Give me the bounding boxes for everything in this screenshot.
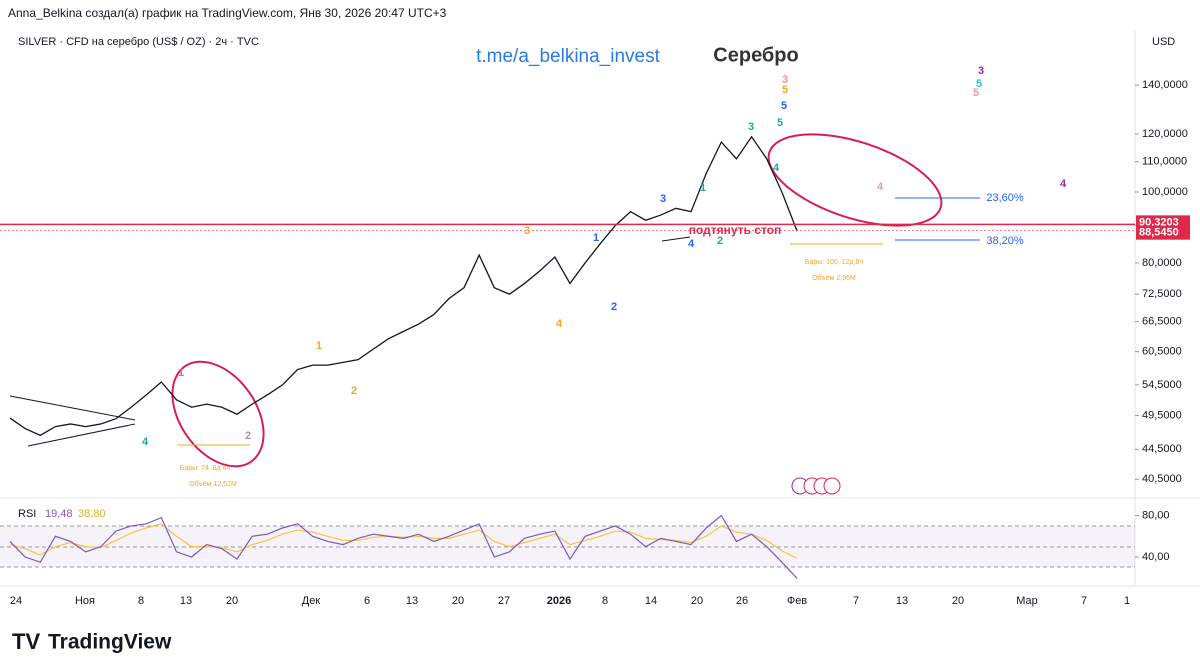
- y-tick-label: 100,0000: [1142, 186, 1188, 198]
- ellipse: [171, 360, 265, 468]
- x-tick-label: 6: [364, 595, 370, 607]
- x-tick-label: 2026: [547, 595, 571, 607]
- x-tick-label: 20: [952, 595, 964, 607]
- x-tick-label: 13: [406, 595, 418, 607]
- annotation: 5: [782, 84, 788, 96]
- annotation: 2: [351, 385, 357, 397]
- logo: TV: [12, 629, 40, 654]
- x-tick-label: 24: [10, 595, 22, 607]
- y-tick-label: 140,0000: [1142, 79, 1188, 91]
- rsi-name: RSI: [18, 508, 36, 520]
- annotation: 2: [245, 430, 251, 442]
- y-tick-label: 49,5000: [1142, 409, 1182, 421]
- annotation: 5: [973, 87, 979, 99]
- x-tick-label: 13: [896, 595, 908, 607]
- x-tick-label: 8: [138, 595, 144, 607]
- annotation: 23,60%: [986, 192, 1024, 204]
- annotation: Объём 2,96М: [812, 274, 856, 282]
- price-label-box: [1136, 225, 1190, 240]
- annotation: 5: [976, 78, 982, 90]
- annotation: 1: [700, 182, 706, 194]
- annotation: 5: [781, 100, 787, 112]
- annotation: 3: [748, 121, 754, 133]
- logo-text: TradingView: [48, 631, 172, 654]
- y-tick-label: 60,5000: [1142, 346, 1182, 358]
- annotation: Бары: 74, 8д 4ч: [180, 465, 231, 472]
- annotation: 4: [773, 162, 780, 174]
- annotation: 4: [142, 436, 149, 448]
- rsi-signal-value: 38,80: [78, 508, 106, 520]
- y-tick-label: 40,5000: [1142, 473, 1182, 485]
- trendline: [661, 236, 691, 242]
- symbol: SILVER · CFD на серебро (US$ / OZ) · 2ч …: [18, 36, 259, 48]
- rsi-tick-label: 80,00: [1142, 509, 1170, 521]
- x-tick-label: Фев: [787, 595, 807, 607]
- annotation: 3: [524, 225, 530, 237]
- annotation: Бары: 100, 12д 8ч: [805, 259, 864, 266]
- annotation: 4: [1060, 178, 1067, 190]
- y-tick-label: 80,0000: [1142, 257, 1182, 269]
- ellipse: [767, 133, 943, 227]
- x-tick-label: 1: [1124, 595, 1130, 607]
- rsi-line: [9, 514, 798, 579]
- x-tick-label: Дек: [302, 595, 321, 607]
- annotation: 4: [688, 238, 695, 250]
- annotation: 4: [556, 318, 563, 330]
- trendline: [9, 395, 136, 421]
- rsi-value: 19,48: [45, 508, 73, 520]
- price-label: 90,3203: [1139, 216, 1179, 228]
- currency: USD: [1152, 36, 1175, 48]
- y-tick-label: 72,5000: [1142, 288, 1182, 300]
- event-icons: [791, 477, 841, 495]
- price-label: 88,5450: [1139, 227, 1179, 239]
- subtitle: t.me/a_belkina_invest: [476, 46, 660, 67]
- y-tick-label: 120,0000: [1142, 128, 1188, 140]
- y-tick-label: 110,0000: [1142, 156, 1187, 168]
- annotation: 2: [717, 235, 723, 247]
- annotation: подтянуть стоп: [689, 223, 782, 237]
- price-line: [9, 135, 798, 437]
- annotation: 1: [593, 232, 599, 244]
- annotation: 4: [877, 181, 884, 193]
- x-tick-label: Мар: [1016, 595, 1038, 607]
- chart-title: Серебро: [713, 44, 798, 66]
- x-tick-label: 7: [1081, 595, 1087, 607]
- x-tick-label: Ноя: [75, 595, 95, 607]
- x-tick-label: 27: [498, 595, 510, 607]
- y-tick-label: 66,5000: [1142, 316, 1182, 328]
- annotation: Объём 12,52М: [189, 480, 237, 488]
- annotation: 3: [782, 74, 788, 86]
- y-tick-label: 54,5000: [1142, 379, 1182, 391]
- x-tick-label: 20: [691, 595, 703, 607]
- annotation: 3: [978, 65, 984, 77]
- y-tick-label: 44,5000: [1142, 443, 1182, 455]
- annotation: 1: [316, 340, 322, 352]
- rsi-tick-label: 40,00: [1142, 551, 1170, 563]
- x-tick-label: 20: [452, 595, 464, 607]
- trendline: [27, 423, 136, 447]
- x-tick-label: 20: [226, 595, 238, 607]
- svg-text:TV: TV: [12, 629, 40, 654]
- annotation: 5: [777, 117, 783, 129]
- annotation: 38,20%: [986, 235, 1024, 247]
- x-tick-label: 7: [853, 595, 859, 607]
- x-tick-label: 8: [602, 595, 608, 607]
- x-tick-label: 26: [736, 595, 748, 607]
- annotation: 2: [611, 301, 617, 313]
- x-tick-label: 14: [645, 595, 657, 607]
- annotation: 3: [660, 193, 666, 205]
- author-line: Anna_Belkina создал(а) график на Trading…: [8, 6, 447, 20]
- annotation: 1: [178, 367, 184, 379]
- x-tick-label: 13: [180, 595, 192, 607]
